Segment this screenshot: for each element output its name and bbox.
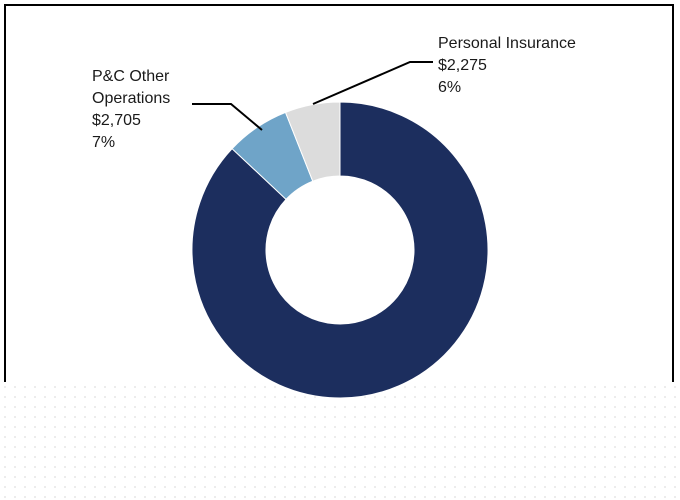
- pc-other-percent: 7%: [92, 134, 116, 151]
- personal-insurance-percent: 6%: [438, 79, 462, 96]
- donut-slices: [191, 101, 489, 399]
- pc-other-value: $2,705: [92, 112, 141, 129]
- donut-slice-2: [284, 101, 341, 182]
- leader-line-personal-insurance: [312, 61, 433, 105]
- pc-other-name-line1: P&C Other: [92, 68, 170, 85]
- pc-other-label: P&C Other Operations $2,705 7%: [92, 66, 170, 154]
- pc-other-name-line2: Operations: [92, 90, 171, 107]
- donut-slice-0: [191, 101, 489, 399]
- personal-insurance-value: $2,275: [438, 57, 487, 74]
- leader-line-pc-other: [192, 103, 263, 131]
- dotted-background: [0, 382, 680, 500]
- personal-insurance-label: Personal Insurance $2,275 6%: [438, 33, 576, 99]
- chart-frame: [4, 4, 674, 382]
- personal-insurance-name: Personal Insurance: [438, 35, 576, 52]
